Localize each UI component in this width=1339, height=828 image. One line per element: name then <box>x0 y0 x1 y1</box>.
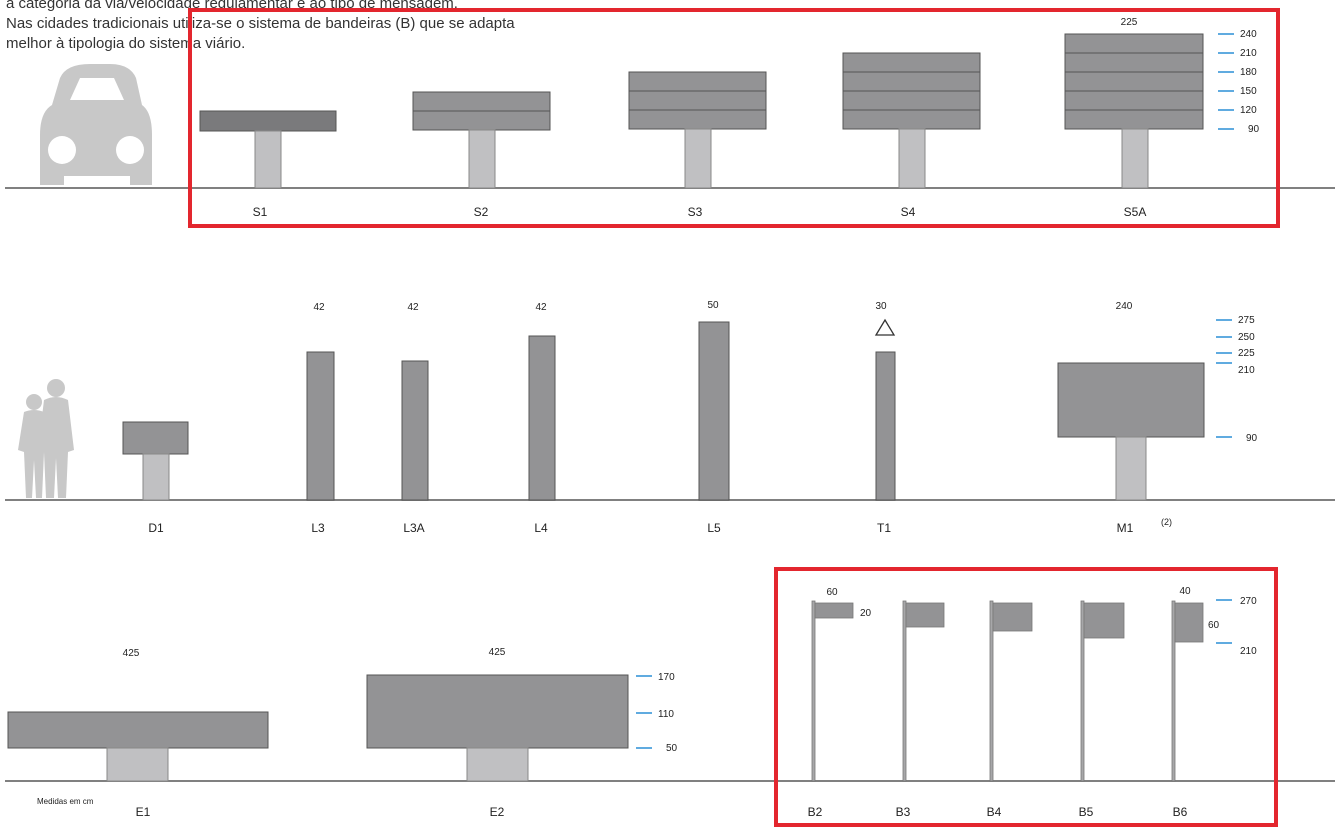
car-silhouette-icon <box>40 64 152 185</box>
dim-l5-width: 50 <box>707 300 719 311</box>
intro-line-1: Nas cidades tradicionais utiliza-se o si… <box>6 15 515 32</box>
dim-b6-width: 40 <box>1179 586 1191 597</box>
flag-b4 <box>989 600 1033 782</box>
highlight-box-s-series <box>188 8 1280 228</box>
scale-row2-3: 210 <box>1238 365 1255 376</box>
post-s3 <box>684 128 712 189</box>
label-d1: D1 <box>148 521 164 535</box>
scale-b-1: 210 <box>1240 646 1257 657</box>
scale-row1: 240 210 180 150 120 90 <box>1218 29 1260 135</box>
dim-s5a-width: 225 <box>1121 17 1138 28</box>
flag-b3 <box>902 600 945 782</box>
post-e1 <box>106 747 169 782</box>
label-s2: S2 <box>474 205 489 219</box>
flag-b5 <box>1080 600 1125 782</box>
scale-row1-4: 120 <box>1240 105 1257 116</box>
post-d1 <box>142 453 170 501</box>
label-l5: L5 <box>707 521 721 535</box>
scale-row2-0: 275 <box>1238 315 1255 326</box>
sign-l5 <box>698 321 730 501</box>
scale-row2-1: 250 <box>1238 332 1255 343</box>
label-l4: L4 <box>534 521 548 535</box>
label-l3: L3 <box>311 521 325 535</box>
intro-line-2: melhor à tipologia do sistema viário. <box>6 35 246 52</box>
sign-e2 <box>366 674 629 749</box>
sign-s3 <box>628 71 767 130</box>
scale-row2-4: 90 <box>1246 433 1258 444</box>
label-s1: S1 <box>253 205 268 219</box>
dim-l3a-width: 42 <box>407 302 419 313</box>
dim-e1-width: 425 <box>123 648 140 659</box>
scale-row2: 275 250 225 210 90 <box>1216 315 1258 444</box>
label-b3: B3 <box>896 805 911 819</box>
label-t1: T1 <box>877 521 891 535</box>
dim-b2-width: 60 <box>826 587 838 598</box>
dim-b2-height: 20 <box>860 608 872 619</box>
label-m1: M1 <box>1117 521 1134 535</box>
post-e2 <box>466 747 529 782</box>
sign-e1 <box>7 711 269 749</box>
label-s3: S3 <box>688 205 703 219</box>
sign-l3 <box>306 351 335 501</box>
sign-s4 <box>842 52 981 130</box>
scale-row2-2: 225 <box>1238 348 1255 359</box>
label-b6: B6 <box>1173 805 1188 819</box>
label-s4: S4 <box>901 205 916 219</box>
scale-row1-0: 240 <box>1240 29 1257 40</box>
scale-row1-5: 90 <box>1248 124 1260 135</box>
post-s1 <box>254 130 282 189</box>
sign-s5a <box>1064 33 1204 130</box>
sign-d1 <box>122 421 189 455</box>
sign-t1 <box>875 351 896 501</box>
scale-row1-1: 210 <box>1240 48 1257 59</box>
scale-e-1: 110 <box>658 709 674 720</box>
people-silhouette-icon <box>18 379 74 498</box>
label-b4: B4 <box>987 805 1002 819</box>
scale-e-2: 50 <box>666 743 678 754</box>
dim-b6-height: 60 <box>1208 620 1220 631</box>
scale-row1-3: 150 <box>1240 86 1257 97</box>
label-e1: E1 <box>136 805 151 819</box>
sign-m1 <box>1057 362 1205 438</box>
label-e2: E2 <box>490 805 505 819</box>
dim-e2-width: 425 <box>489 647 506 658</box>
dim-m1-width: 240 <box>1116 301 1133 312</box>
label-s5a: S5A <box>1124 205 1147 219</box>
dim-l3-width: 42 <box>313 302 325 313</box>
dim-t1-width: 30 <box>875 301 887 312</box>
scale-e-series: 170 110 50 <box>636 672 678 754</box>
flag-b2 <box>811 600 854 782</box>
label-b5: B5 <box>1079 805 1094 819</box>
sign-l4 <box>528 335 556 501</box>
dim-l4-width: 42 <box>535 302 547 313</box>
scale-b-0: 270 <box>1240 596 1257 607</box>
sign-s1 <box>199 110 337 132</box>
label-l3a: L3A <box>403 521 424 535</box>
triangle-icon <box>874 318 896 336</box>
flag-b6 <box>1171 600 1204 782</box>
post-s2 <box>468 129 496 189</box>
post-m1 <box>1115 436 1147 501</box>
highlight-box-b-series <box>774 567 1278 827</box>
sign-s2 <box>412 91 551 131</box>
intro-text: a categoria da via/velocidade regulament… <box>6 0 515 54</box>
scale-e-0: 170 <box>658 672 675 683</box>
note-m1: (2) <box>1161 517 1172 527</box>
label-b2: B2 <box>808 805 823 819</box>
footnote: Medidas em cm <box>37 797 94 806</box>
sign-l3a <box>401 360 429 501</box>
scale-b-series: 270 210 <box>1216 596 1257 657</box>
post-s5a <box>1121 128 1149 189</box>
scale-row1-2: 180 <box>1240 67 1257 78</box>
post-s4 <box>898 128 926 189</box>
